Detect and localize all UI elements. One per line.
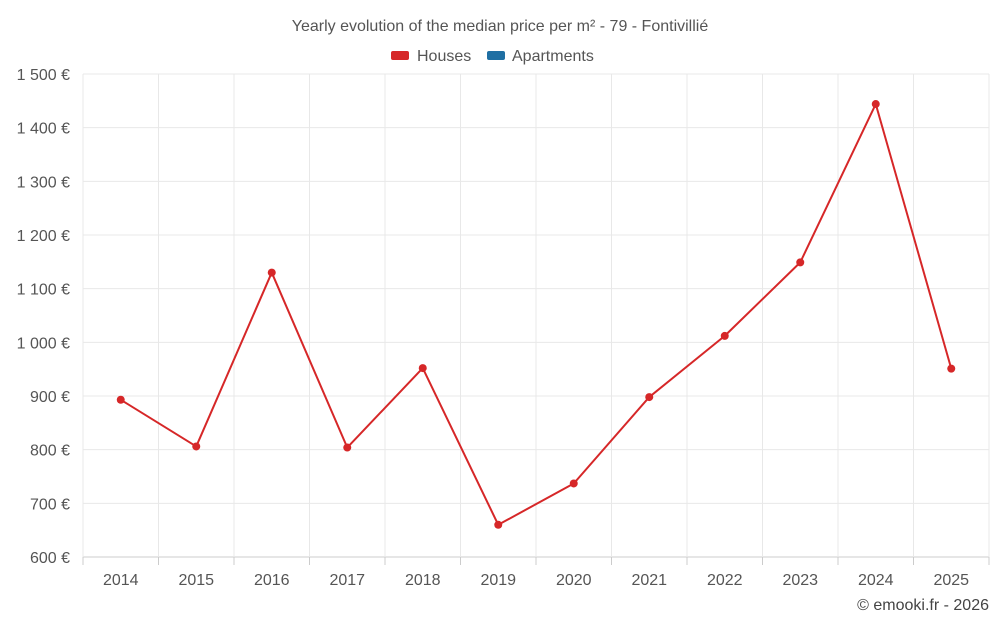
legend-label-apartments: Apartments bbox=[512, 48, 594, 65]
data-point-houses[interactable] bbox=[494, 520, 503, 529]
x-tick-label: 2024 bbox=[858, 572, 894, 589]
y-tick-label: 700 € bbox=[30, 496, 70, 513]
data-point-houses[interactable] bbox=[192, 442, 201, 451]
legend[interactable]: Houses Apartments bbox=[391, 48, 594, 65]
chart-title: Yearly evolution of the median price per… bbox=[292, 18, 709, 35]
x-axis: 2014 2015 2016 2017 2018 2019 2020 2021 2022 2023… bbox=[82, 557, 990, 589]
y-tick-label: 1 000 € bbox=[17, 335, 70, 352]
x-tick-label: 2021 bbox=[631, 572, 667, 589]
y-tick-label: 900 € bbox=[30, 389, 70, 406]
legend-item-houses[interactable]: Houses bbox=[391, 48, 471, 65]
data-point-houses[interactable] bbox=[947, 364, 956, 373]
data-point-houses[interactable] bbox=[645, 393, 654, 402]
data-point-houses[interactable] bbox=[569, 479, 578, 488]
y-axis: 600 € 700 € 800 € 900 € 1 000 € 1 100 € 1 200 … bbox=[17, 67, 70, 567]
x-tick-label: 2025 bbox=[933, 572, 969, 589]
series-line-houses bbox=[120, 103, 953, 526]
y-tick-label: 1 100 € bbox=[17, 282, 70, 299]
y-tick-label: 600 € bbox=[30, 550, 70, 567]
x-tick-label: 2014 bbox=[103, 572, 139, 589]
legend-item-apartments[interactable]: Apartments bbox=[487, 48, 594, 65]
data-point-houses[interactable] bbox=[720, 331, 729, 340]
data-point-houses[interactable] bbox=[796, 258, 805, 267]
data-point-houses[interactable] bbox=[343, 443, 352, 452]
x-tick-label: 2019 bbox=[480, 572, 516, 589]
legend-swatch-houses bbox=[391, 51, 409, 60]
data-point-houses[interactable] bbox=[116, 395, 125, 404]
x-tick-label: 2020 bbox=[556, 572, 592, 589]
series-layer bbox=[116, 100, 956, 529]
x-tick-label: 2017 bbox=[329, 572, 365, 589]
y-tick-label: 1 300 € bbox=[17, 174, 70, 191]
grid bbox=[82, 73, 990, 558]
y-tick-label: 1 400 € bbox=[17, 121, 70, 138]
x-tick-label: 2023 bbox=[782, 572, 818, 589]
data-point-houses[interactable] bbox=[871, 100, 880, 109]
x-tick-label: 2018 bbox=[405, 572, 441, 589]
legend-swatch-apartments bbox=[487, 51, 505, 60]
x-tick-label: 2015 bbox=[178, 572, 214, 589]
x-tick-label: 2022 bbox=[707, 572, 743, 589]
credit-text: © emooki.fr - 2026 bbox=[857, 597, 989, 614]
data-point-houses[interactable] bbox=[267, 268, 276, 277]
y-tick-label: 800 € bbox=[30, 443, 70, 460]
legend-label-houses: Houses bbox=[417, 48, 471, 65]
x-tick-label: 2016 bbox=[254, 572, 290, 589]
y-tick-label: 1 500 € bbox=[17, 67, 70, 84]
data-point-houses[interactable] bbox=[418, 364, 427, 373]
y-tick-label: 1 200 € bbox=[17, 228, 70, 245]
